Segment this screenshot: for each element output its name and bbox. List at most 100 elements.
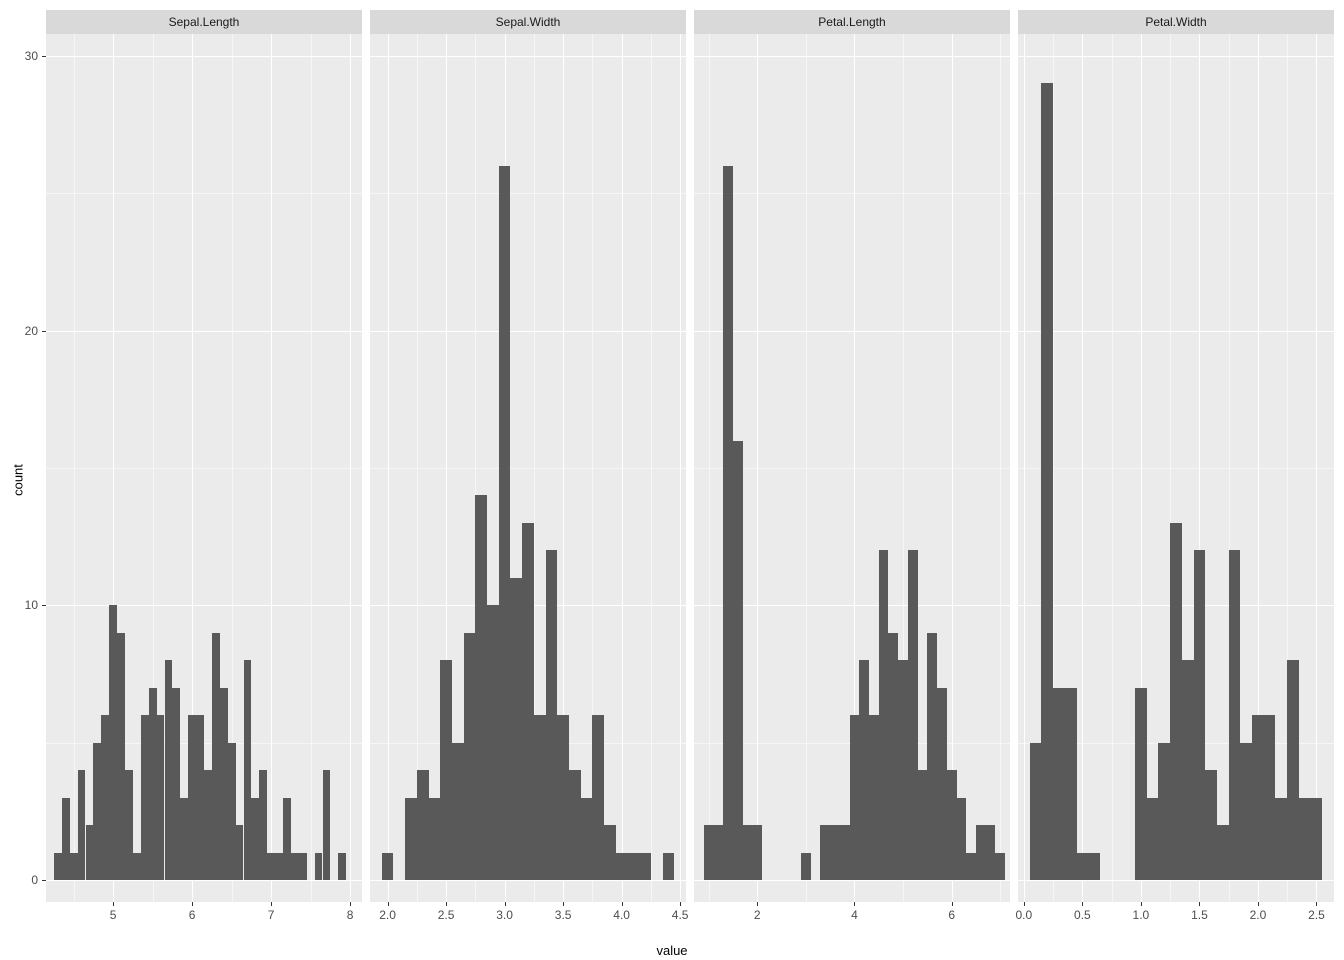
plot-area <box>694 34 1010 902</box>
histogram-bar <box>283 798 291 880</box>
facet-strip: Petal.Length <box>694 10 1010 34</box>
x-tick-label: 8 <box>347 908 354 922</box>
histogram-bar <box>1240 743 1252 880</box>
x-tick-mark <box>113 902 114 906</box>
facet-strip: Sepal.Width <box>370 10 686 34</box>
histogram-bar <box>1182 660 1194 880</box>
histogram-bar <box>157 715 165 880</box>
histogram-bar <box>165 660 173 880</box>
histogram-bar <box>1041 83 1053 880</box>
x-tick-mark <box>446 902 447 906</box>
histogram-bar <box>1229 550 1241 880</box>
bars-layer <box>1018 34 1334 902</box>
histogram-bar <box>859 660 869 880</box>
histogram-bar <box>196 715 204 880</box>
histogram-bar <box>713 825 723 880</box>
histogram-bar <box>616 853 628 880</box>
histogram-bar <box>1287 660 1299 880</box>
y-tick-mark <box>42 605 46 606</box>
x-tick-label: 6 <box>189 908 196 922</box>
histogram-bar <box>1194 550 1206 880</box>
x-tick-label: 3.0 <box>496 908 513 922</box>
plot-area: 0102030 <box>46 34 362 902</box>
histogram-bar <box>251 798 259 880</box>
histogram-bar <box>743 825 753 880</box>
histogram-bar <box>918 770 928 880</box>
x-tick-label: 2.0 <box>379 908 396 922</box>
histogram-bar <box>639 853 651 880</box>
histogram-bar <box>133 853 141 880</box>
histogram-bar <box>405 798 417 880</box>
histogram-bar <box>534 715 546 880</box>
histogram-bar <box>1147 798 1159 880</box>
y-tick-mark <box>42 56 46 57</box>
histogram-bar <box>898 660 908 880</box>
x-tick-label: 1.5 <box>1191 908 1208 922</box>
histogram-bar <box>291 853 299 880</box>
histogram-bar <box>1158 743 1170 880</box>
facet-panel: Petal.Width0.00.51.01.52.02.5 <box>1018 10 1334 924</box>
x-tick-label: 0.5 <box>1074 908 1091 922</box>
histogram-bar <box>141 715 149 880</box>
histogram-bar <box>1299 798 1311 880</box>
x-tick-mark <box>505 902 506 906</box>
histogram-bar <box>338 853 346 880</box>
bars-layer <box>46 34 362 902</box>
histogram-bar <box>957 798 967 880</box>
histogram-bar <box>869 715 879 880</box>
histogram-bar <box>581 798 593 880</box>
facet-strip: Sepal.Length <box>46 10 362 34</box>
histogram-bar <box>1205 770 1217 880</box>
histogram-bar <box>986 825 996 880</box>
histogram-bar <box>976 825 986 880</box>
histogram-bar <box>592 715 604 880</box>
histogram-bar <box>417 770 429 880</box>
histogram-bar <box>62 798 70 880</box>
histogram-bar <box>109 605 117 880</box>
histogram-bar <box>1065 688 1077 880</box>
y-axis-title: count <box>10 464 25 496</box>
histogram-bar <box>70 853 78 880</box>
x-tick-mark <box>563 902 564 906</box>
histogram-bar <box>820 825 830 880</box>
facet-histogram-figure: count value Sepal.Length01020305678Sepal… <box>0 0 1344 960</box>
x-tick-mark <box>1024 902 1025 906</box>
histogram-bar <box>86 825 94 880</box>
histogram-bar <box>429 798 441 880</box>
histogram-bar <box>188 715 196 880</box>
histogram-bar <box>1088 853 1100 880</box>
y-tick-label: 20 <box>25 324 38 338</box>
x-tick-mark <box>350 902 351 906</box>
histogram-bar <box>546 550 558 880</box>
x-tick-mark <box>854 902 855 906</box>
x-tick-label: 4.5 <box>672 908 689 922</box>
y-tick-label: 10 <box>25 598 38 612</box>
x-tick-mark <box>1258 902 1259 906</box>
histogram-bar <box>604 825 616 880</box>
x-tick-label: 2.0 <box>1250 908 1267 922</box>
y-tick-mark <box>42 880 46 881</box>
facet-panel: Sepal.Width2.02.53.03.54.04.5 <box>370 10 686 924</box>
histogram-bar <box>569 770 581 880</box>
histogram-bar <box>1135 688 1147 880</box>
facet-panel: Petal.Length246 <box>694 10 1010 924</box>
x-tick-mark <box>271 902 272 906</box>
histogram-bar <box>557 715 569 880</box>
histogram-bar <box>1252 715 1264 880</box>
histogram-bar <box>627 853 639 880</box>
histogram-bar <box>1275 798 1287 880</box>
x-tick-label: 4.0 <box>613 908 630 922</box>
histogram-bar <box>888 633 898 880</box>
histogram-bar <box>1030 743 1042 880</box>
x-tick-label: 2.5 <box>438 908 455 922</box>
x-tick-mark <box>1316 902 1317 906</box>
histogram-bar <box>244 660 252 880</box>
histogram-bar <box>850 715 860 880</box>
histogram-bar <box>259 770 267 880</box>
histogram-bar <box>830 825 840 880</box>
histogram-bar <box>840 825 850 880</box>
x-tick-label: 2.5 <box>1308 908 1325 922</box>
histogram-bar <box>966 853 976 880</box>
bars-layer <box>694 34 1010 902</box>
histogram-bar <box>510 578 522 880</box>
